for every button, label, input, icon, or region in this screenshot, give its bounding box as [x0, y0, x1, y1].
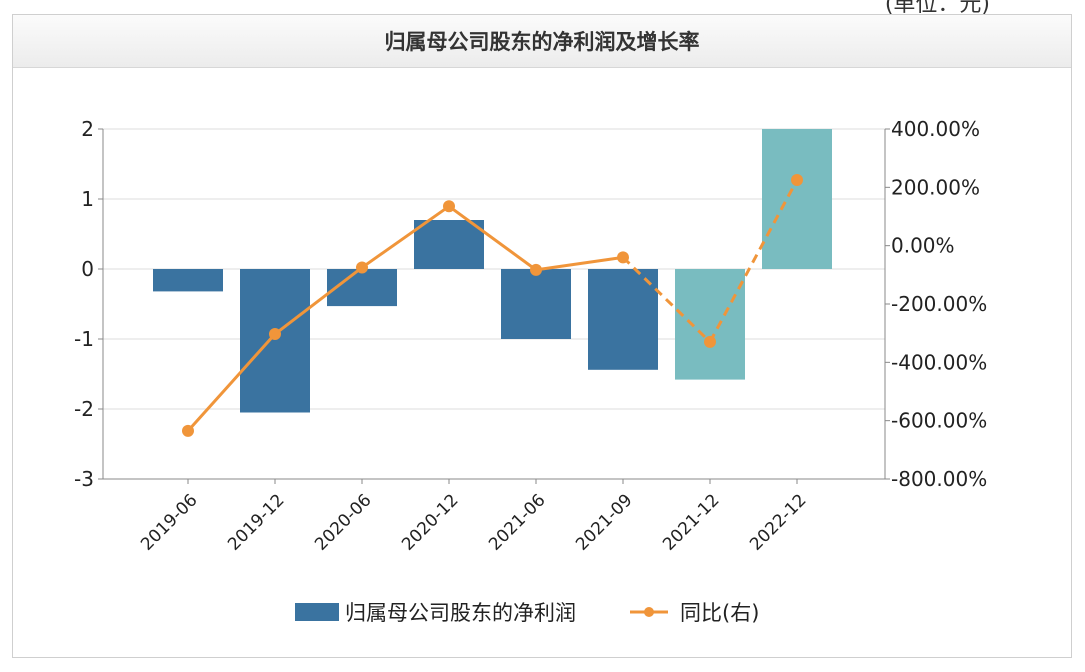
unit-label: (单位：元) [884, 0, 990, 17]
x-tick-label: 2021-12 [659, 490, 723, 554]
bar [414, 220, 484, 269]
y-right-tick-label: 400.00% [891, 117, 980, 141]
legend-swatch-bar [295, 603, 339, 621]
line-segment [621, 256, 712, 343]
line-point [704, 335, 716, 348]
line-segment [274, 266, 363, 336]
chart-title: 归属母公司股东的净利润及增长率 [13, 15, 1071, 68]
line-point [269, 328, 281, 341]
line-point [182, 424, 194, 437]
y-right-tick-label: -800.00% [891, 467, 987, 491]
y-right-tick-label: -600.00% [891, 409, 987, 433]
x-tick-label: 2021-09 [572, 490, 636, 554]
line-segment [708, 179, 799, 343]
line-point [617, 251, 629, 264]
y-left-tick-label: -3 [74, 467, 94, 491]
x-tick-label: 2020-06 [311, 490, 375, 554]
legend-swatch-point [644, 607, 654, 617]
y-right-tick-label: 200.00% [891, 175, 980, 199]
bar [762, 129, 832, 269]
bar [501, 269, 571, 339]
line-point [443, 200, 455, 213]
y-left-tick-label: 0 [81, 257, 94, 281]
legend-label-line: 同比(右) [680, 601, 759, 625]
bar [153, 269, 223, 292]
x-tick-label: 2020-12 [398, 490, 462, 554]
x-tick-label: 2022-12 [746, 490, 810, 554]
line-segment [448, 205, 537, 272]
line-point [791, 174, 803, 187]
legend-label-bar: 归属母公司股东的净利润 [345, 601, 576, 625]
x-tick-label: 2021-06 [485, 490, 549, 554]
y-left-tick-label: 1 [81, 187, 94, 211]
line-segment [186, 333, 277, 432]
line-segment [361, 205, 450, 269]
y-left-tick-label: -1 [74, 327, 94, 351]
line-point [530, 263, 542, 276]
bar [240, 269, 310, 413]
y-right-tick-label: -200.00% [891, 292, 987, 316]
y-right-tick-label: -400.00% [891, 350, 987, 374]
y-left-tick-label: -2 [74, 397, 94, 421]
line-point [356, 261, 368, 274]
bar [588, 269, 658, 370]
line-segment [535, 255, 624, 272]
x-tick-label: 2019-06 [137, 490, 201, 554]
y-left-tick-label: 2 [81, 117, 94, 141]
bar [675, 269, 745, 380]
y-right-tick-label: 0.00% [891, 234, 955, 258]
x-tick-label: 2019-12 [224, 490, 288, 554]
bar [327, 269, 397, 307]
